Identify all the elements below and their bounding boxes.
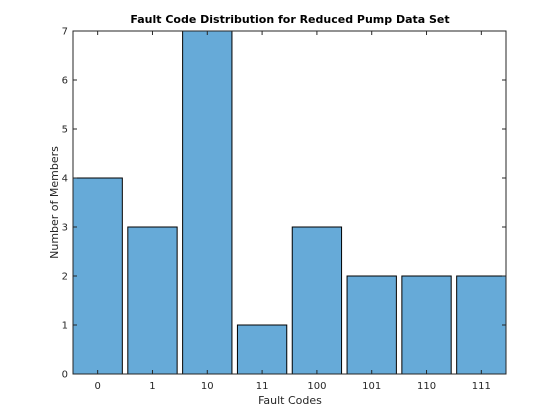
- x-tick-label-110: 110: [417, 381, 436, 392]
- bar-11: [236, 324, 288, 375]
- y-tick-label: 2: [62, 272, 68, 283]
- y-tick-label: 7: [62, 27, 68, 38]
- x-tick-label-111: 111: [472, 381, 491, 392]
- chart-title: Fault Code Distribution for Reduced Pump…: [130, 13, 449, 26]
- x-tick-label-0: 0: [94, 381, 100, 392]
- bar-101: [346, 275, 397, 375]
- y-axis-label: Number of Members: [48, 146, 61, 259]
- bar-10: [182, 30, 233, 375]
- y-tick-label: 3: [62, 223, 68, 234]
- bar-1: [127, 226, 178, 375]
- x-tick-label-100: 100: [307, 381, 326, 392]
- bar-100: [291, 226, 343, 375]
- y-tick-label: 1: [62, 321, 68, 332]
- x-axis-label: Fault Codes: [258, 394, 322, 407]
- x-tick-label-10: 10: [201, 381, 214, 392]
- bars-group: [72, 30, 507, 375]
- y-tick-label: 6: [62, 76, 68, 87]
- axes-box: [72, 30, 507, 375]
- x-axis-ticks: 0 1 10 11 100 101 110 111: [94, 31, 491, 392]
- x-tick-label-101: 101: [362, 381, 381, 392]
- y-tick-label: 0: [62, 370, 68, 381]
- bar-110: [401, 275, 452, 375]
- bar-111: [456, 275, 507, 375]
- y-tick-label: 4: [62, 174, 68, 185]
- x-tick-label-1: 1: [149, 381, 155, 392]
- y-tick-label: 5: [62, 125, 68, 136]
- x-tick-label-11: 11: [256, 381, 269, 392]
- bar-0: [72, 177, 123, 375]
